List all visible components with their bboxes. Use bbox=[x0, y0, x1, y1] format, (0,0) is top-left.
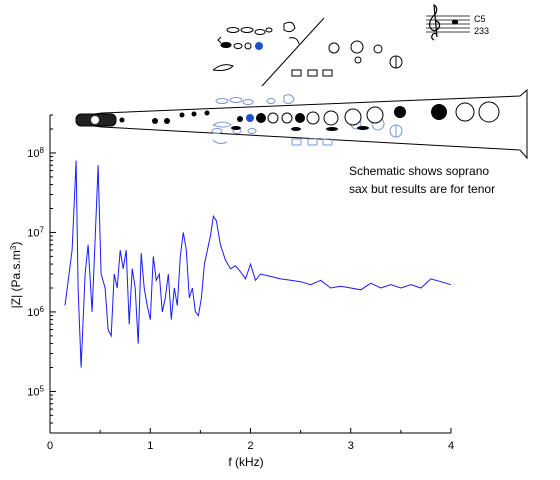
series-line-impedance bbox=[64, 160, 452, 368]
y-tick-label: 105 bbox=[27, 384, 44, 399]
key-small bbox=[119, 117, 125, 123]
annotation-line-1: Schematic shows soprano bbox=[349, 164, 489, 178]
tone-hole-open bbox=[366, 106, 384, 124]
x-tick-label: 0 bbox=[47, 440, 53, 452]
music-staff bbox=[426, 15, 470, 33]
tone-hole-open bbox=[344, 108, 362, 126]
annotation-line-2: sax but results are for tenor bbox=[349, 182, 495, 196]
y-tick-label: 107 bbox=[27, 225, 44, 240]
key-small bbox=[164, 118, 170, 124]
y-tick-label: 108 bbox=[27, 145, 44, 160]
note-head bbox=[451, 19, 459, 25]
tone-hole bbox=[431, 104, 447, 120]
fingering-diagram bbox=[212, 17, 403, 87]
x-tick-label: 1 bbox=[147, 440, 153, 452]
sax-body bbox=[77, 88, 528, 160]
tone-hole-blue bbox=[246, 114, 254, 122]
key-small bbox=[152, 118, 158, 124]
tone-hole-open bbox=[478, 101, 500, 123]
plot-area: 0 1 2 3 4 105 106 107 108 bbox=[27, 114, 454, 452]
tone-hole-open bbox=[306, 111, 320, 125]
mouthpiece-key bbox=[91, 116, 99, 124]
key-small bbox=[191, 111, 197, 117]
key-pad bbox=[291, 127, 301, 131]
note-number-label: 233 bbox=[474, 26, 489, 36]
tone-hole-open bbox=[281, 112, 293, 124]
saxophone-schematic bbox=[75, 88, 528, 160]
x-ticks: 0 1 2 3 4 bbox=[47, 428, 454, 452]
tone-hole-open bbox=[455, 102, 475, 122]
key-small bbox=[204, 110, 210, 116]
key-pad bbox=[357, 126, 369, 130]
x-tick-label: 4 bbox=[448, 440, 454, 452]
tone-hole bbox=[394, 106, 406, 118]
y-ticks: 105 106 107 108 bbox=[27, 114, 56, 434]
y-axis-label-close: ) bbox=[9, 242, 23, 246]
y-axis-label-main: |Z| (Pa.s.m bbox=[9, 250, 23, 308]
key-small bbox=[179, 112, 185, 118]
x-tick-label: 2 bbox=[247, 440, 253, 452]
tone-hole bbox=[295, 113, 305, 123]
tone-hole-open bbox=[267, 112, 279, 124]
y-tick-label: 106 bbox=[27, 304, 44, 319]
key-pad bbox=[231, 126, 241, 130]
key-pad bbox=[326, 127, 338, 131]
tone-hole bbox=[237, 116, 243, 122]
treble-clef-icon bbox=[429, 3, 441, 41]
fingering-blue-key bbox=[255, 42, 263, 50]
x-axis-label: f (kHz) bbox=[228, 455, 263, 469]
tone-hole-open bbox=[323, 110, 339, 126]
tone-hole bbox=[256, 113, 266, 123]
y-axis-label: |Z| (Pa.s.m3) bbox=[9, 242, 24, 309]
y-axis-label-sup: 3 bbox=[9, 245, 18, 250]
x-tick-label: 3 bbox=[348, 440, 354, 452]
note-pitch-label: C5 bbox=[474, 14, 486, 24]
